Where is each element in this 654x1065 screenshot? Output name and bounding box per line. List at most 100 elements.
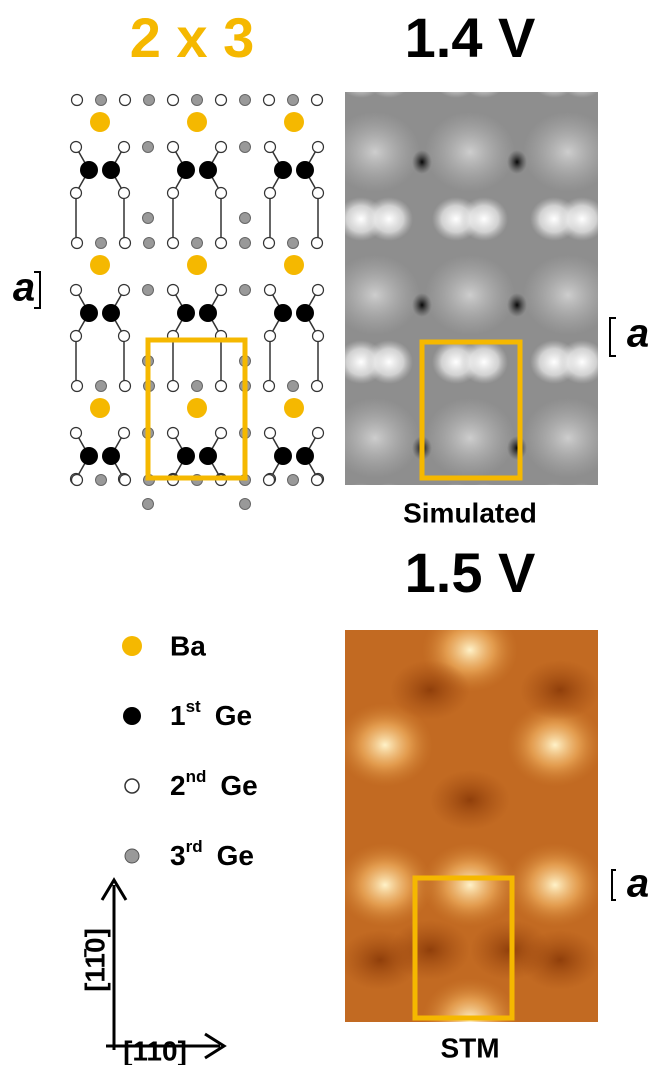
ge1-atom bbox=[274, 447, 292, 465]
blob bbox=[530, 54, 578, 98]
ge2-atom bbox=[265, 188, 276, 199]
ge2-atom bbox=[120, 475, 131, 486]
blob bbox=[425, 255, 515, 335]
ge2-atom bbox=[168, 238, 179, 249]
blob bbox=[507, 843, 603, 927]
ge3-atom bbox=[96, 95, 107, 106]
ge2-atom bbox=[313, 188, 324, 199]
ge3-atom bbox=[144, 238, 155, 249]
ge2-atom bbox=[72, 238, 83, 249]
ba-atom bbox=[90, 398, 110, 418]
blob bbox=[330, 255, 420, 335]
lattice-bracket bbox=[610, 318, 616, 356]
ge3-atom bbox=[288, 475, 299, 486]
ge3-atom bbox=[143, 142, 154, 153]
blob bbox=[430, 770, 510, 830]
ge3-atom bbox=[240, 238, 251, 249]
ge2-atom bbox=[168, 188, 179, 199]
ge2-atom bbox=[168, 381, 179, 392]
ge3-atom bbox=[240, 499, 251, 510]
ge3-atom bbox=[288, 238, 299, 249]
ge1-atom bbox=[80, 304, 98, 322]
lattice-bracket bbox=[612, 870, 616, 900]
ordinal-number: 3 bbox=[170, 840, 186, 871]
ge1-atom bbox=[199, 447, 217, 465]
ge3-atom bbox=[288, 381, 299, 392]
ge2-atom bbox=[265, 142, 276, 153]
ge2-atom bbox=[119, 331, 130, 342]
ge2-atom bbox=[71, 188, 82, 199]
ge1-atom bbox=[296, 304, 314, 322]
caption: Simulated bbox=[403, 497, 537, 528]
ge1-atom bbox=[177, 447, 195, 465]
ge2-atom bbox=[119, 142, 130, 153]
ge2-atom bbox=[71, 142, 82, 153]
lattice-label: a bbox=[627, 312, 649, 356]
ge3-atom bbox=[96, 381, 107, 392]
ge3-atom bbox=[240, 285, 251, 296]
stm-title: 1.5 V bbox=[405, 541, 536, 604]
ge2-atom bbox=[216, 142, 227, 153]
blob bbox=[425, 112, 515, 192]
ge3-atom bbox=[143, 285, 154, 296]
ba-atom bbox=[284, 398, 304, 418]
ge1-atom bbox=[296, 161, 314, 179]
simulated-title: 1.4 V bbox=[405, 6, 536, 69]
ge2-atom bbox=[120, 381, 131, 392]
ge2-atom bbox=[120, 95, 131, 106]
ba-atom bbox=[90, 112, 110, 132]
blob bbox=[365, 197, 413, 241]
blob bbox=[330, 112, 420, 192]
ge1-atom bbox=[199, 161, 217, 179]
blob bbox=[390, 660, 470, 720]
ge2-atom bbox=[216, 381, 227, 392]
ba-atom bbox=[284, 112, 304, 132]
ge2-atom bbox=[265, 285, 276, 296]
ordinal-number: 1 bbox=[170, 700, 186, 731]
ba-atom bbox=[284, 255, 304, 275]
ge1-atom bbox=[274, 161, 292, 179]
blob bbox=[340, 930, 420, 990]
atom-model bbox=[71, 95, 324, 510]
blob bbox=[523, 112, 613, 192]
element: Ge bbox=[220, 770, 257, 801]
blob bbox=[558, 483, 606, 527]
ge3-atom bbox=[240, 142, 251, 153]
ordinal-number: 2 bbox=[170, 770, 186, 801]
blob bbox=[530, 483, 578, 527]
legend-label: Ba bbox=[170, 630, 206, 661]
ge2-atom bbox=[264, 238, 275, 249]
ge2-atom bbox=[265, 428, 276, 439]
ba-atom bbox=[90, 255, 110, 275]
legend-ba bbox=[122, 636, 142, 656]
blob bbox=[330, 398, 420, 478]
ge2-atom bbox=[72, 95, 83, 106]
ge2-atom bbox=[312, 95, 323, 106]
blob bbox=[558, 340, 606, 384]
ge1-atom bbox=[102, 161, 120, 179]
ge2-atom bbox=[264, 475, 275, 486]
ge2-atom bbox=[216, 428, 227, 439]
ge2-atom bbox=[265, 331, 276, 342]
ge2-atom bbox=[216, 95, 227, 106]
legend-ge1 bbox=[123, 707, 141, 725]
ge2-atom bbox=[168, 428, 179, 439]
axis-label: [110] bbox=[123, 1035, 187, 1065]
ge3-atom bbox=[96, 238, 107, 249]
ordinal-suffix: nd bbox=[186, 767, 207, 786]
ge2-atom bbox=[312, 475, 323, 486]
ge2-atom bbox=[313, 428, 324, 439]
ge2-atom bbox=[313, 331, 324, 342]
ge2-atom bbox=[119, 188, 130, 199]
blob bbox=[523, 255, 613, 335]
stm-image bbox=[337, 608, 603, 1062]
ge2-atom bbox=[72, 475, 83, 486]
blob bbox=[460, 340, 508, 384]
ge1-atom bbox=[80, 161, 98, 179]
blob bbox=[520, 930, 600, 990]
ge3-atom bbox=[96, 475, 107, 486]
ge2-atom bbox=[71, 331, 82, 342]
ge2-atom bbox=[216, 188, 227, 199]
ge2-atom bbox=[168, 142, 179, 153]
